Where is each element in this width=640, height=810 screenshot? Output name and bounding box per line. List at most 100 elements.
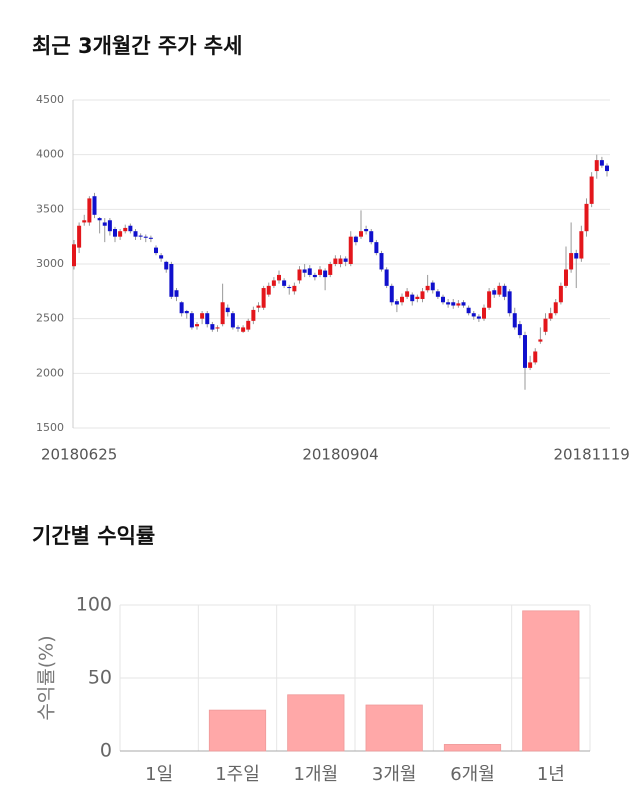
- candle-body: [384, 269, 389, 286]
- candle-body: [605, 165, 609, 172]
- candle-body: [92, 196, 97, 215]
- candle-body: [451, 302, 456, 306]
- x-tick-label: 20180904: [302, 446, 378, 464]
- candle-body: [400, 296, 404, 303]
- x-tick-label: 1일: [145, 764, 173, 785]
- candle-body: [502, 285, 507, 297]
- candle-body: [410, 294, 415, 302]
- candle-body: [353, 236, 358, 243]
- candle-body: [338, 258, 343, 264]
- candle-body: [379, 253, 384, 270]
- bar: [522, 610, 580, 752]
- candle-body: [441, 296, 445, 303]
- candle-body: [364, 229, 369, 232]
- candle-body: [538, 339, 543, 342]
- candle-body: [517, 324, 522, 336]
- candle-body: [225, 307, 230, 313]
- x-tick-label: 1주일: [215, 764, 260, 785]
- candle-body: [184, 311, 189, 314]
- candle-body: [533, 351, 538, 363]
- x-tick-label: 1년: [537, 764, 565, 785]
- candle-body: [164, 261, 169, 270]
- candle-body: [72, 244, 76, 267]
- candle-body: [456, 303, 461, 306]
- candle-body: [87, 198, 92, 223]
- candle-body: [466, 307, 471, 314]
- candle-body: [123, 227, 128, 232]
- candle-body: [82, 220, 87, 223]
- chart-title: 기간별 수익률: [32, 524, 155, 548]
- candle-body: [97, 218, 102, 221]
- candle-body: [77, 225, 82, 248]
- candle-body: [154, 247, 158, 254]
- candle-body: [374, 242, 379, 254]
- candle-body: [292, 285, 297, 292]
- candle-body: [476, 316, 481, 319]
- candle-body: [251, 309, 256, 321]
- candle-body: [241, 327, 246, 332]
- candle-body: [230, 313, 235, 328]
- candle-body: [507, 291, 512, 314]
- candle-body: [169, 264, 174, 297]
- candle-body: [271, 280, 276, 286]
- candle-body: [107, 220, 112, 232]
- candle-body: [215, 327, 220, 329]
- candle-body: [220, 302, 225, 325]
- candle-body: [543, 318, 548, 332]
- y-axis-label: 수익률(%): [36, 635, 58, 720]
- x-tick-label: 20181119: [553, 446, 629, 464]
- candle-body: [569, 253, 574, 270]
- candle-body: [287, 286, 292, 289]
- candle-body: [553, 302, 558, 314]
- x-tick-label: 20180625: [41, 446, 117, 464]
- candle-body: [138, 235, 143, 237]
- y-tick-label: 2500: [36, 312, 64, 325]
- y-tick-label: 100: [76, 594, 112, 616]
- candle-body: [446, 302, 451, 305]
- candle-body: [277, 274, 281, 281]
- candle-body: [359, 231, 363, 237]
- candle-body: [236, 327, 240, 329]
- candle-body: [584, 203, 589, 232]
- candle-body: [118, 231, 123, 237]
- candle-body: [302, 269, 307, 273]
- candle-body: [148, 237, 153, 239]
- candle-body: [143, 236, 148, 238]
- candle-body: [594, 160, 599, 172]
- y-tick-label: 4000: [36, 148, 64, 161]
- candle-body: [133, 231, 138, 237]
- candle-body: [394, 301, 399, 305]
- candle-body: [512, 313, 517, 328]
- candle-body: [102, 222, 107, 226]
- candle-body: [205, 313, 210, 325]
- x-tick-label: 3개월: [372, 764, 417, 785]
- candle-body: [297, 269, 302, 281]
- y-tick-label: 3000: [36, 257, 64, 270]
- candle-body: [482, 307, 486, 319]
- y-tick-label: 2000: [36, 366, 64, 379]
- candle-body: [318, 269, 322, 275]
- candle-body: [312, 274, 317, 278]
- candle-body: [189, 313, 194, 328]
- candle-body: [579, 231, 584, 259]
- candle-body: [195, 324, 199, 327]
- bar: [443, 744, 502, 752]
- candle-body: [343, 258, 348, 262]
- candle-body: [425, 285, 430, 291]
- candle-body: [599, 160, 604, 166]
- candle-body: [210, 324, 215, 330]
- candle-body: [430, 282, 435, 291]
- candle-body: [348, 236, 353, 264]
- x-tick-label: 1개월: [294, 764, 339, 785]
- candle-body: [323, 270, 328, 278]
- chart-title: 최근 3개월간 주가 추세: [32, 34, 242, 58]
- candle-body: [420, 291, 425, 299]
- candle-body: [528, 362, 533, 368]
- y-tick-label: 1500: [36, 421, 64, 434]
- candle-body: [200, 313, 205, 319]
- y-tick-label: 50: [88, 667, 112, 689]
- candle-body: [256, 305, 261, 308]
- candle-body: [389, 285, 394, 303]
- bar: [365, 704, 423, 752]
- bar: [208, 709, 267, 752]
